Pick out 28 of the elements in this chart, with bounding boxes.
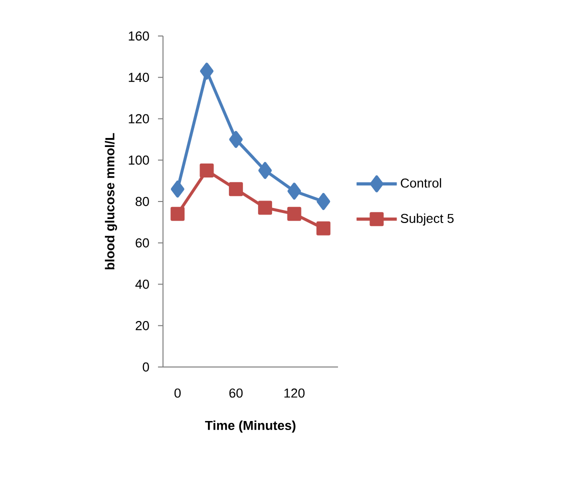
point — [170, 180, 184, 198]
y-tick-label: 140 — [128, 72, 149, 82]
point — [287, 206, 302, 221]
y-tick-label: 80 — [136, 196, 149, 206]
x-tick-label: 0 — [174, 388, 181, 398]
point — [288, 182, 301, 200]
x-tick-label: 60 — [229, 388, 243, 398]
point — [316, 193, 330, 210]
point — [200, 163, 214, 178]
y-tick-label: 120 — [128, 114, 149, 124]
point — [200, 62, 214, 80]
legend-label: Subject 5 — [400, 213, 454, 226]
point — [228, 182, 243, 196]
y-tick-label: 60 — [136, 238, 149, 248]
y-tick-label: 160 — [128, 31, 149, 41]
legend-label: Control — [400, 178, 442, 188]
point — [316, 221, 330, 236]
point — [258, 162, 272, 179]
y-tick-label: 0 — [142, 362, 149, 372]
point — [229, 130, 243, 148]
x-tick-label: 120 — [284, 388, 305, 398]
y-tick-label: 100 — [128, 156, 149, 165]
point — [170, 206, 185, 221]
point — [258, 200, 272, 215]
x-axis-title: Time (Minutes) — [205, 420, 296, 433]
y-tick-label: 40 — [135, 280, 149, 289]
y-axis-title: blood glucose mmol/L — [104, 133, 118, 270]
y-tick-label: 20 — [136, 321, 149, 330]
